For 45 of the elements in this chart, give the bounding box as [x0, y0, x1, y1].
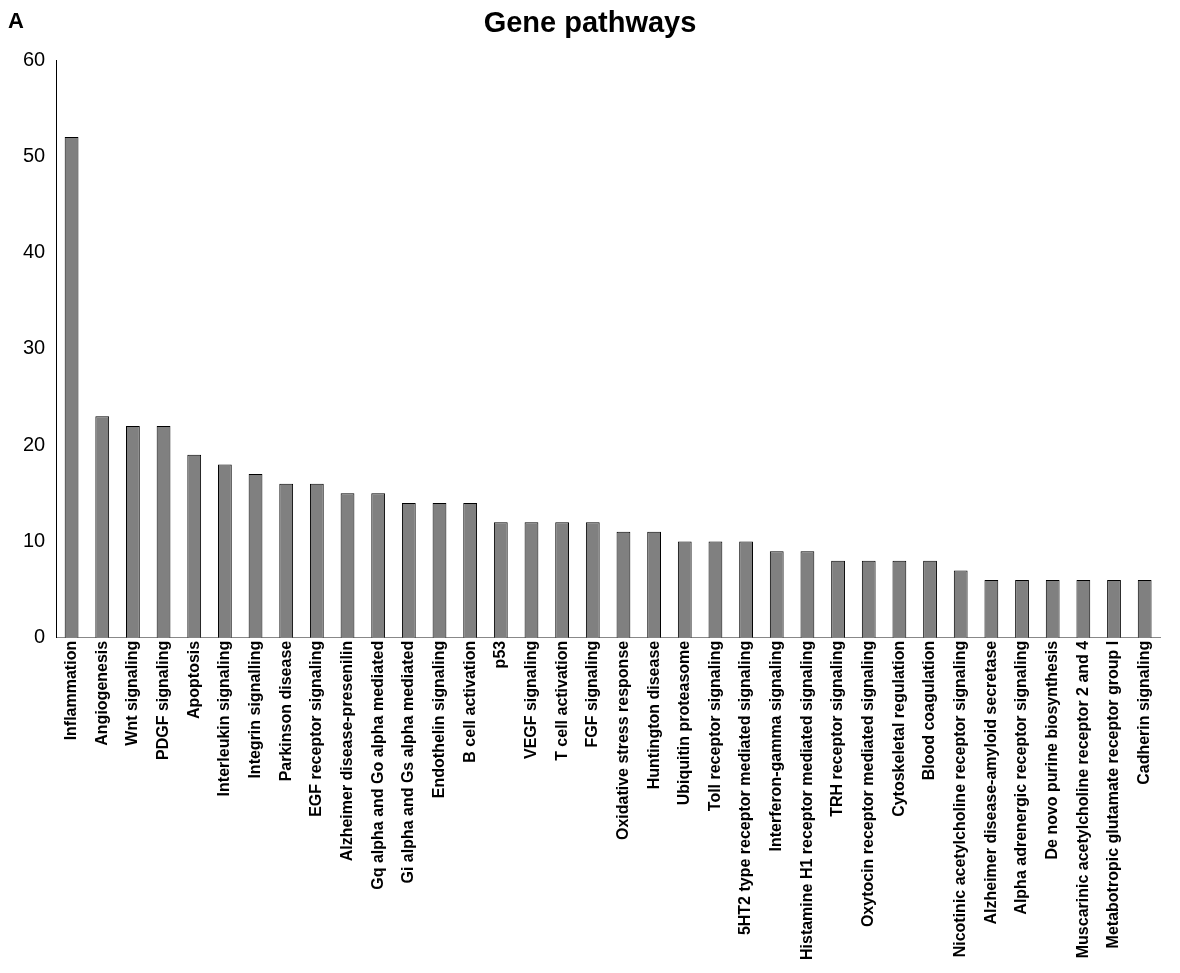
x-tick-label: Cytoskeletal regulation — [889, 640, 907, 817]
x-tick-label: Wnt signaling — [123, 640, 141, 746]
y-tick-label: 30 — [23, 336, 46, 359]
chart-title: Gene pathways — [483, 6, 697, 38]
x-tick-label: Huntington disease — [644, 640, 662, 790]
y-tick-label: 50 — [23, 143, 46, 166]
x-tick-label: Nicotinic acetylcholine receptor signaling — [951, 640, 969, 958]
x-tick-label: Alpha adrenergic receptor signaling — [1012, 640, 1030, 915]
x-tick-label: Integrin signalling — [245, 640, 263, 779]
x-tick-label: Gq alpha and Go alpha mediated — [368, 640, 386, 890]
y-tick-label: 10 — [23, 529, 46, 552]
x-tick-label: Metabotropic glutamate receptor group I — [1104, 640, 1122, 949]
y-tick-label: 20 — [23, 432, 46, 455]
x-tick-label: Angiogenesis — [92, 640, 110, 746]
x-tick-label: PDGF signaling — [153, 640, 171, 760]
x-tick-label: Alzheimer disease-amyloid secretase — [981, 640, 999, 925]
x-tick-label: Gi alpha and Gs alpha mediated — [399, 640, 417, 884]
x-tick-label: Apoptosis — [184, 640, 202, 720]
y-tick-label: 0 — [34, 625, 46, 648]
y-tick-label: 40 — [23, 240, 46, 263]
x-tick-label: B cell activation — [460, 640, 478, 763]
x-tick-label: VEGF signaling — [521, 640, 539, 760]
x-tick-label: 5HT2 type receptor mediated signaling — [736, 640, 754, 936]
x-tick-label: Alzheimer disease-presenilin — [337, 640, 355, 862]
x-tick-label: De novo purine biosynthesis — [1043, 640, 1061, 860]
x-tick-label: p53 — [491, 640, 509, 669]
x-tick-label: FGF signaling — [583, 640, 601, 748]
x-tick-label: Interleukin signaling — [215, 640, 233, 797]
x-tick-label: T cell activation — [552, 640, 570, 761]
x-tick-label: Blood coagulation — [920, 640, 938, 781]
x-tick-label: Endothelin signaling — [429, 640, 447, 799]
x-tick-label: Parkinson disease — [276, 640, 294, 782]
y-tick-label: 60 — [23, 47, 46, 70]
x-tick-label: Toll receptor signaling — [705, 640, 723, 812]
x-tick-label: Inflammation — [61, 640, 79, 741]
x-tick-label: Cadherin signaling — [1135, 640, 1153, 785]
x-tick-label: Muscarinic acetylcholine receptor 2 and 4 — [1073, 640, 1091, 959]
x-tick-label: Histamine H1 receptor mediated signaling — [797, 640, 815, 961]
x-tick-label: Interferon-gamma signaling — [767, 640, 785, 852]
x-tick-label: Ubiquitin proteasome — [675, 640, 693, 806]
x-tick-label: Oxidative stress response — [613, 640, 631, 841]
x-tick-label: TRH receptor signaling — [828, 640, 846, 817]
x-tick-label: EGF receptor signaling — [307, 640, 325, 817]
text: A — [8, 8, 24, 34]
x-tick-label: Oxytocin receptor mediated signaling — [859, 640, 877, 928]
